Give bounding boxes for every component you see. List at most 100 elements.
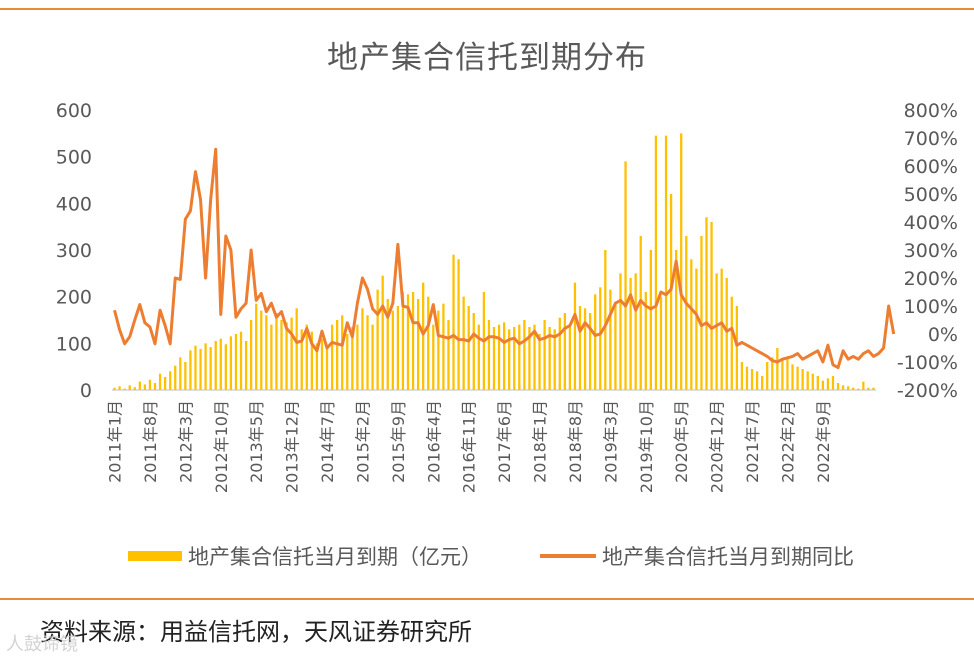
- bar: [315, 343, 319, 390]
- bar: [153, 383, 157, 390]
- x-tick-label: 2016年11月: [460, 400, 479, 493]
- bar: [224, 344, 227, 390]
- bar: [386, 299, 389, 390]
- bar: [644, 292, 647, 390]
- bar: [872, 387, 875, 390]
- bar: [194, 345, 197, 390]
- bar: [143, 384, 147, 390]
- bar: [492, 327, 496, 390]
- bar: [310, 331, 313, 390]
- x-tick-label: 2018年1月: [531, 400, 550, 483]
- bar: [583, 308, 587, 390]
- x-tick-label: 2011年1月: [106, 400, 125, 483]
- bar: [361, 308, 364, 390]
- bar: [801, 369, 804, 390]
- bar: [427, 296, 430, 390]
- x-tick-label: 2015年9月: [389, 400, 408, 483]
- bar: [776, 348, 779, 390]
- bar: [189, 350, 192, 390]
- bar: [336, 320, 339, 390]
- y-right-tick-label: 200%: [904, 268, 958, 290]
- bar: [270, 324, 273, 390]
- bar: [163, 376, 167, 390]
- bar: [138, 381, 141, 390]
- x-tick-label: 2019年10月: [637, 400, 656, 493]
- bar: [786, 357, 789, 390]
- bar: [634, 273, 637, 390]
- bar: [285, 322, 288, 390]
- y-left-tick-label: 0: [80, 380, 92, 402]
- bar: [250, 320, 253, 390]
- bar: [148, 379, 152, 390]
- y-left-tick-label: 400: [56, 193, 92, 215]
- x-tick-label: 2022年2月: [779, 400, 798, 483]
- legend-swatch-line: [540, 554, 596, 558]
- x-tick-label: 2013年12月: [283, 400, 302, 493]
- bar: [730, 296, 733, 390]
- x-tick-label: 2012年3月: [176, 400, 195, 483]
- bar: [437, 310, 440, 390]
- bar: [371, 324, 374, 390]
- bar: [619, 273, 622, 390]
- legend: 地产集合信托当月到期（亿元） 地产集合信托当月到期同比: [128, 541, 912, 571]
- bar: [366, 315, 369, 390]
- bar: [462, 296, 465, 390]
- bar: [477, 324, 480, 390]
- bar: [710, 222, 713, 390]
- bar: [406, 294, 410, 390]
- bar: [553, 329, 556, 390]
- bar: [609, 289, 612, 390]
- bar-series: [113, 133, 875, 390]
- bar: [275, 313, 278, 390]
- x-tick-label: 2014年7月: [318, 400, 337, 483]
- bottom-rule: [0, 598, 974, 600]
- bar: [862, 381, 865, 390]
- bar: [649, 250, 652, 390]
- bar: [720, 268, 723, 390]
- bar: [761, 376, 764, 390]
- x-tick-label: 2013年5月: [247, 400, 266, 483]
- bar: [735, 306, 738, 390]
- bar: [229, 336, 233, 390]
- bar: [766, 362, 769, 390]
- bar: [548, 327, 551, 390]
- y-left-tick-label: 300: [56, 240, 92, 262]
- bar: [199, 348, 202, 390]
- bar: [841, 385, 845, 390]
- line-series: [113, 147, 896, 370]
- bar: [836, 383, 840, 390]
- bar: [725, 278, 728, 390]
- bar: [123, 388, 126, 390]
- y-right-tick-label: 600%: [904, 156, 958, 178]
- bar: [209, 347, 212, 390]
- bar: [588, 313, 592, 390]
- bar: [204, 343, 207, 390]
- bar: [523, 320, 526, 390]
- bar: [376, 289, 379, 390]
- y-right-tick-label: 0%: [928, 324, 958, 346]
- bar: [158, 373, 162, 390]
- bar: [113, 387, 116, 390]
- y-left-tick-label: 600: [56, 100, 92, 122]
- bar: [614, 303, 617, 390]
- bar: [260, 310, 263, 390]
- bar: [305, 324, 308, 390]
- bar: [811, 373, 814, 390]
- bar: [381, 275, 384, 390]
- bar: [330, 324, 334, 390]
- bar: [690, 259, 693, 390]
- bar: [852, 387, 855, 390]
- bar: [558, 317, 561, 390]
- chart-title: 地产集合信托到期分布: [327, 40, 647, 76]
- x-tick-label: 2015年2月: [354, 400, 373, 483]
- bar: [669, 194, 673, 390]
- bar: [356, 324, 359, 390]
- x-tick-label: 2020年5月: [672, 400, 691, 483]
- bar: [255, 303, 258, 390]
- x-tick-label: 2017年6月: [495, 400, 514, 483]
- bar: [685, 236, 688, 390]
- top-rule: [0, 8, 974, 10]
- bar: [214, 341, 217, 390]
- bar: [320, 338, 324, 390]
- bar: [538, 334, 541, 390]
